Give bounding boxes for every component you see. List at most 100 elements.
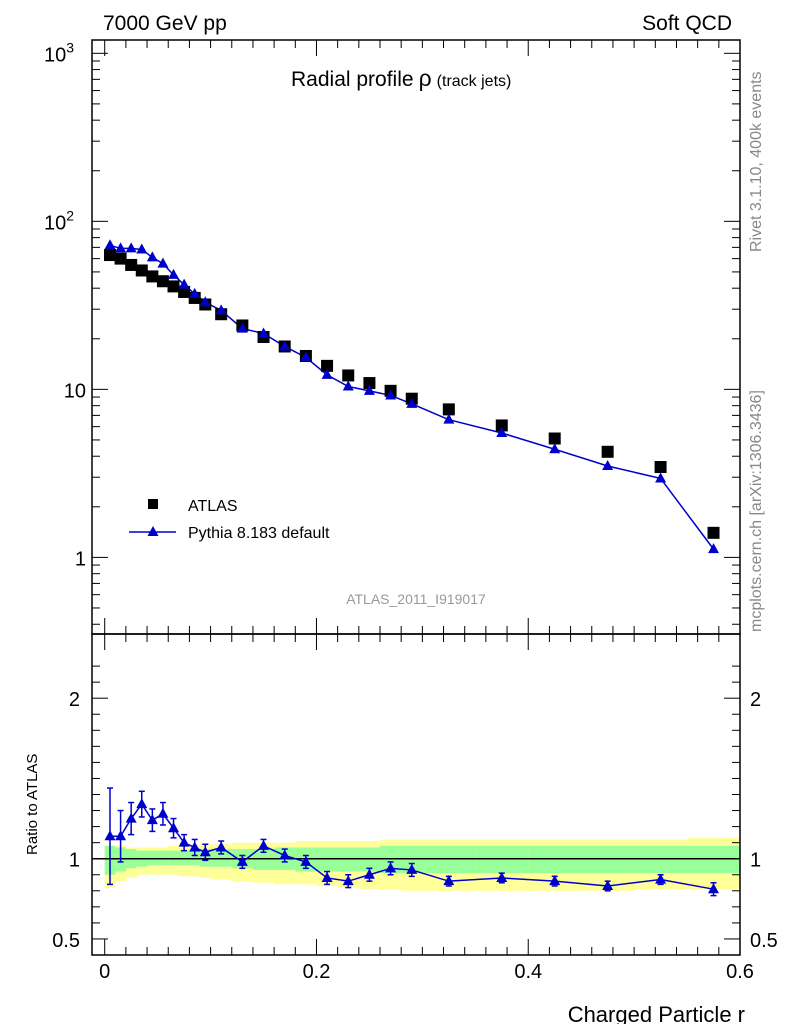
ratio-point bbox=[385, 862, 397, 873]
ratio-xtick-label: 0 bbox=[99, 961, 110, 983]
atlas-point bbox=[707, 526, 720, 539]
atlas-point bbox=[321, 359, 334, 372]
pythia-point bbox=[104, 239, 116, 250]
band-inner-bin bbox=[168, 850, 180, 866]
band-inner-bin bbox=[189, 850, 201, 866]
atlas-point bbox=[178, 285, 191, 298]
band-inner-bin bbox=[528, 845, 582, 874]
ratio-frame bbox=[91, 633, 741, 956]
atlas-point bbox=[601, 445, 614, 458]
ratio-point bbox=[104, 830, 116, 841]
band-inner-bin bbox=[147, 850, 159, 866]
ratio-ytick-label-right: 0.5 bbox=[750, 930, 778, 952]
ratio-point bbox=[321, 871, 333, 882]
main-frame bbox=[91, 39, 741, 635]
ratio-point bbox=[708, 883, 720, 894]
atlas-point bbox=[167, 280, 180, 293]
main-ytick-label: 102 bbox=[44, 207, 74, 234]
ratio-ytick-label-left: 2 bbox=[69, 689, 80, 711]
atlas-point bbox=[125, 258, 138, 271]
ratio-point bbox=[236, 855, 248, 866]
ratio-point bbox=[279, 849, 291, 860]
band-inner-bin bbox=[358, 847, 381, 872]
ratio-xtick-label: 0.2 bbox=[303, 961, 331, 983]
rivet-label: Rivet 3.1.10, 400k events bbox=[748, 71, 765, 252]
analysis-id: ATLAS_2011_I919017 bbox=[346, 591, 486, 607]
ratio-point bbox=[189, 841, 201, 852]
main-panel-data bbox=[104, 239, 720, 554]
ratio-point bbox=[406, 863, 418, 874]
ratio-point bbox=[199, 846, 211, 857]
pythia-point bbox=[385, 389, 397, 400]
band-inner-bin bbox=[475, 845, 529, 874]
ratio-point bbox=[300, 855, 312, 866]
ratio-xtick-label: 0.6 bbox=[726, 961, 754, 983]
ratio-point bbox=[655, 873, 667, 884]
pythia-point bbox=[168, 268, 180, 279]
ratio-point bbox=[125, 812, 137, 823]
band-inner-bin bbox=[581, 845, 635, 874]
ratio-point bbox=[136, 798, 148, 809]
main-ytick-label: 1 bbox=[75, 548, 86, 570]
band-inner-bin bbox=[337, 847, 360, 872]
atlas-point bbox=[114, 252, 127, 265]
pythia-point bbox=[708, 543, 720, 554]
pythia-point bbox=[363, 384, 375, 395]
main-ytick-label: 10 bbox=[64, 380, 86, 402]
pythia-point bbox=[157, 257, 169, 268]
pythia-point bbox=[406, 397, 418, 408]
pythia-point bbox=[178, 278, 190, 289]
band-inner-bin bbox=[422, 845, 476, 874]
plot-title-main: Radial profile bbox=[291, 68, 414, 91]
pythia-point bbox=[189, 287, 201, 298]
band-inner-bin bbox=[634, 845, 688, 874]
ratio-point bbox=[157, 807, 169, 818]
ratio-point bbox=[115, 830, 127, 841]
pythia-point bbox=[602, 459, 614, 470]
legend-pythia-marker bbox=[147, 526, 159, 536]
atlas-point bbox=[146, 270, 159, 283]
legend-pythia-label: Pythia 8.183 default bbox=[188, 525, 330, 542]
main-ytick-exponent: 3 bbox=[66, 39, 74, 55]
pythia-point bbox=[443, 413, 455, 424]
atlas-point bbox=[548, 432, 561, 445]
pythia-point bbox=[342, 380, 354, 391]
ratio-xtick-label: 0.4 bbox=[514, 961, 542, 983]
atlas-point bbox=[135, 264, 148, 277]
header-left: 7000 GeV pp bbox=[103, 12, 227, 35]
axes: 1 10 102 103 0 0.2 0.4 0.6 0.5 0.5 1 1 2 2 bbox=[44, 39, 778, 983]
pythia-point bbox=[300, 351, 312, 362]
pythia-point bbox=[236, 322, 248, 333]
main-ytick-label: 103 bbox=[44, 39, 74, 66]
plot-title: Radial profile ρ (track jets) bbox=[291, 65, 511, 91]
legend: ATLAS Pythia 8.183 default bbox=[129, 498, 330, 542]
legend-atlas-label: ATLAS bbox=[188, 498, 238, 515]
atlas-point bbox=[363, 377, 376, 390]
pythia-point bbox=[321, 368, 333, 379]
ratio-ytick-label-left: 1 bbox=[69, 850, 80, 872]
x-axis-label: Charged Particle r bbox=[568, 1002, 745, 1024]
band-inner-bin bbox=[210, 849, 233, 867]
atlas-point bbox=[156, 275, 169, 288]
pythia-point bbox=[146, 251, 158, 262]
pythia-point bbox=[215, 304, 227, 315]
ratio-point bbox=[258, 839, 270, 850]
ratio-point bbox=[496, 871, 508, 882]
pythia-point bbox=[136, 243, 148, 254]
band-inner-bin bbox=[178, 850, 190, 866]
ratio-point bbox=[363, 868, 375, 879]
pythia-point bbox=[115, 242, 127, 253]
atlas-point bbox=[104, 249, 116, 262]
pythia-point bbox=[125, 242, 137, 253]
pythia-point bbox=[496, 426, 508, 437]
ratio-point bbox=[178, 836, 190, 847]
ratio-point bbox=[146, 814, 158, 825]
ratio-point bbox=[168, 822, 180, 833]
band-inner-bin bbox=[157, 850, 169, 866]
band-inner-bin bbox=[316, 847, 339, 872]
main-ytick-exponent: 2 bbox=[66, 207, 74, 223]
pythia-point bbox=[279, 340, 291, 351]
pythia-point bbox=[258, 327, 270, 338]
ratio-point bbox=[342, 875, 354, 886]
atlas-point bbox=[442, 403, 455, 416]
